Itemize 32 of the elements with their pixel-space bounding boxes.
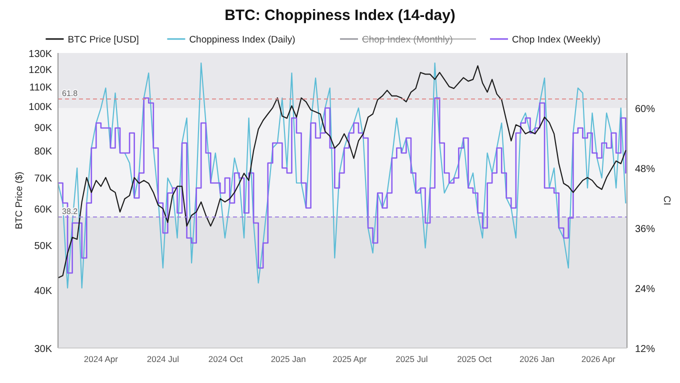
y2-tick-label: 48% (635, 164, 656, 175)
chart-title: BTC: Choppiness Index (14-day) (224, 7, 456, 24)
ref-line-label: 61.8 (62, 89, 78, 98)
y-tick-label: 70K (34, 174, 52, 185)
y-tick-label: 100K (28, 102, 52, 113)
y2-axis-title: CI (661, 196, 672, 206)
x-tick-label: 2024 Apr (84, 354, 118, 364)
y2-tick-label: 24% (635, 284, 656, 295)
y-tick-label: 60K (34, 204, 52, 216)
y-tick-label: 110K (29, 82, 52, 94)
x-tick-label: 2024 Oct (208, 354, 244, 364)
legend-label: Choppiness Index (Daily) (189, 34, 296, 46)
y2-tick-label: 60% (635, 104, 656, 115)
y-tick-label: 120K (28, 65, 52, 76)
x-tick-label: 2025 Oct (457, 354, 492, 364)
x-tick-label: 2024 Jul (146, 354, 180, 364)
y-tick-label: 80K (34, 146, 52, 158)
legend-label: Chop Index (Weekly) (512, 34, 601, 46)
x-tick-label: 2026 Jan (520, 354, 555, 364)
x-tick-label: 2026 Apr (581, 354, 616, 364)
y-tick-label: 90K (34, 122, 52, 134)
y-tick-label: 30K (34, 344, 52, 355)
y-tick-label: 40K (34, 286, 52, 298)
y2-tick-label: 12% (635, 344, 656, 355)
x-tick-label: 2025 Jul (396, 354, 428, 364)
y-tick-label: 50K (34, 241, 52, 252)
x-tick-label: 2025 Jan (270, 354, 306, 364)
y-tick-label: 130K (28, 49, 52, 60)
y2-tick-label: 36% (635, 224, 656, 235)
x-tick-label: 2025 Apr (332, 354, 367, 364)
legend-label: BTC Price [USD] (68, 34, 139, 46)
y-axis-title: BTC Price ($) (14, 172, 25, 230)
